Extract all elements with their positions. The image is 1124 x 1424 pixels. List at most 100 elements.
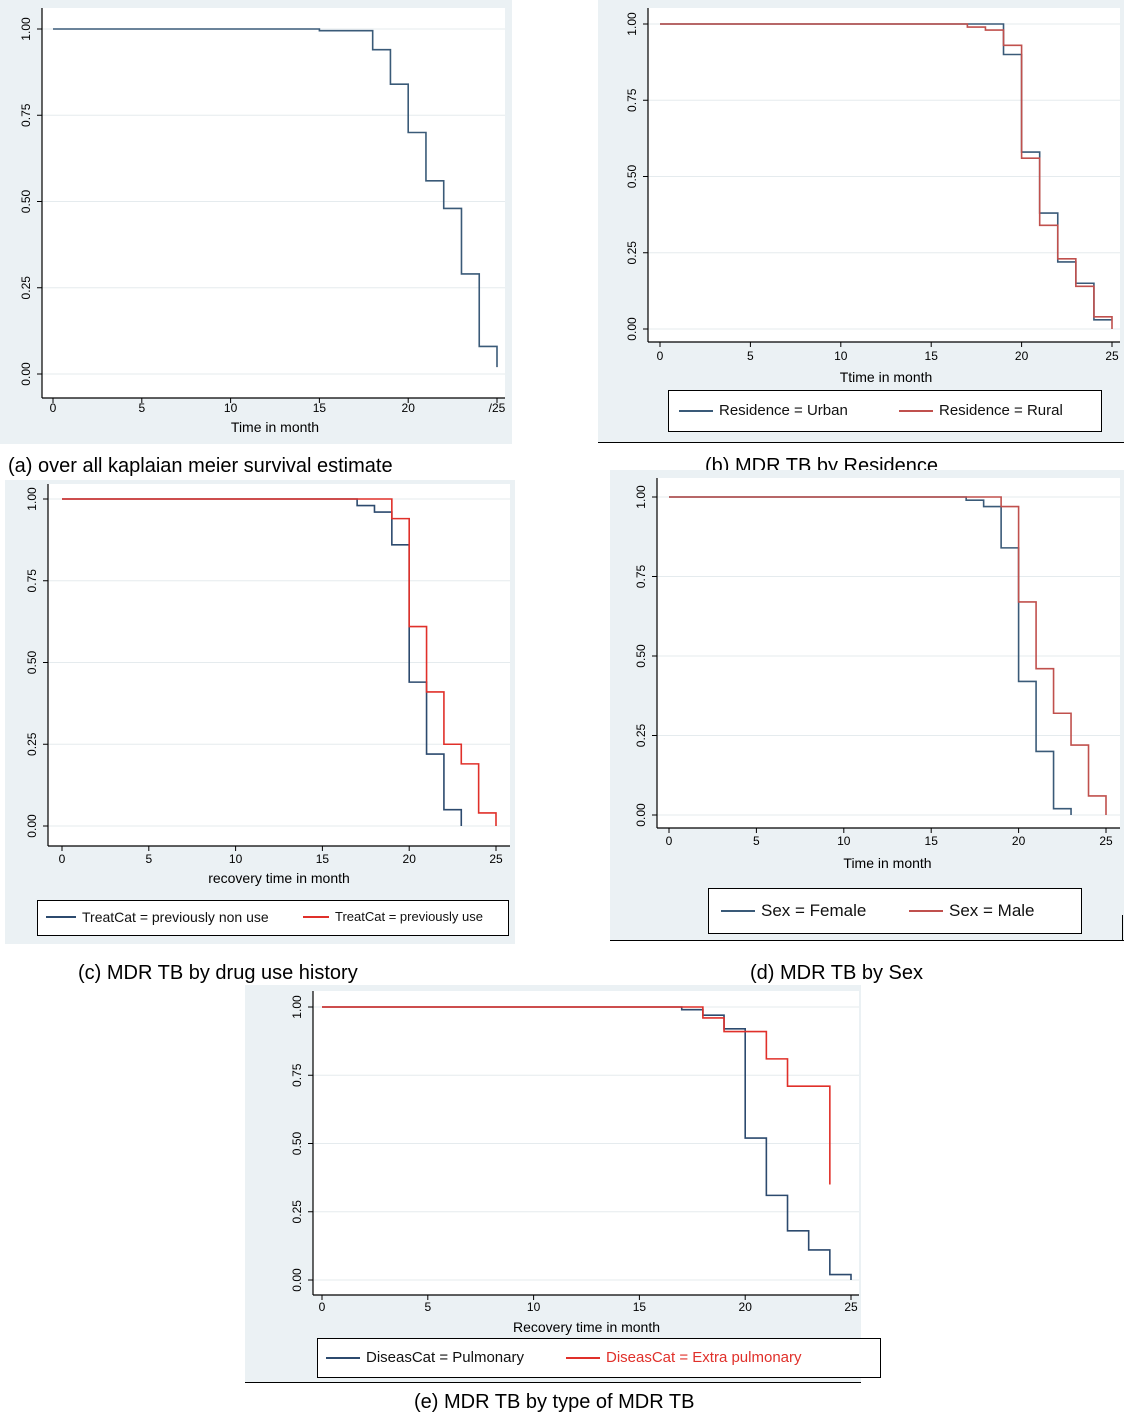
y-tick-label: 1.00	[25, 487, 39, 511]
y-tick-label: 0.75	[625, 88, 639, 112]
x-tick-label: 25	[1099, 834, 1113, 848]
x-tick-label: 10	[837, 834, 851, 848]
x-tick-label: 20	[739, 1300, 753, 1314]
x-tick-label: 15	[633, 1300, 647, 1314]
x-tick-label: /25	[489, 401, 506, 415]
chart-panel-e: 0.00 0.25 0.50 0.75 1.00 0 5 10 15 20 25 Recovery t…	[245, 985, 881, 1383]
chart-svg-a: 0.00 0.25 0.50 0.75 1.00 0 5 10 15 20/25 Time in m…	[19, 8, 506, 435]
x-tick-label: 5	[747, 349, 754, 363]
y-tick-label: 0.00	[19, 362, 33, 386]
y-tick-label: 0.25	[634, 723, 648, 747]
legend-swatch-d-2	[909, 910, 943, 912]
x-axis-title: Ttime in month	[840, 369, 933, 385]
legend-d: Sex = Female Sex = Male	[708, 888, 1082, 934]
y-tick-label: 0.75	[25, 569, 39, 593]
legend-item-c-2: TreatCat = previously use	[303, 909, 483, 924]
x-axis-title: Recovery time in month	[513, 1319, 660, 1335]
x-tick-label: 20	[403, 852, 417, 866]
km-curve-a-1	[53, 28, 498, 368]
legend-swatch-c-2	[303, 915, 329, 918]
y-tick-label: 1.00	[625, 12, 639, 36]
y-tick-label: 0.75	[634, 564, 648, 588]
x-tick-label: 15	[313, 401, 327, 415]
y-tick-label: 1.00	[19, 17, 33, 41]
legend-item-b-1: Residence = Urban	[679, 402, 848, 419]
legend-swatch-c-1	[46, 916, 76, 918]
divider-d	[610, 940, 1124, 941]
chart-svg-d: 0.00 0.25 0.50 0.75 1.00 0 5 10 15 20 25 Time in mo…	[634, 478, 1120, 871]
x-tick-label: 15	[925, 349, 939, 363]
y-tick-label: 0.25	[290, 1200, 304, 1224]
legend-label-b-1: Residence = Urban	[719, 402, 848, 419]
x-tick-label: 0	[666, 834, 673, 848]
x-tick-label: 25	[1105, 349, 1119, 363]
legend-item-d-1: Sex = Female	[721, 901, 866, 921]
chart-svg-c: 0.00 0.25 0.50 0.75 1.00 0 5 10 15 20 25 recovery t…	[25, 484, 510, 886]
y-tick-label: 0.50	[290, 1131, 304, 1155]
y-tick-label: 0.00	[625, 317, 639, 341]
x-tick-label: 10	[229, 852, 243, 866]
legend-c: TreatCat = previously non use TreatCat =…	[37, 900, 509, 936]
caption-c: (c) MDR TB by drug use history	[78, 962, 358, 984]
chart-panel-d: 0.00 0.25 0.50 0.75 1.00 0 5 10 15 20 25 Time in mo…	[610, 470, 1124, 940]
x-tick-label: 5	[138, 401, 145, 415]
x-axis-title: Time in month	[231, 419, 319, 435]
plot-area-b	[648, 8, 1120, 342]
x-tick-label: 10	[527, 1300, 541, 1314]
x-tick-label: 5	[753, 834, 760, 848]
x-tick-label: 15	[316, 852, 330, 866]
legend-item-c-1: TreatCat = previously non use	[46, 909, 269, 925]
caption-d: (d) MDR TB by Sex	[750, 962, 923, 984]
y-tick-label: 0.25	[19, 276, 33, 300]
chart-panel-b: 0.00 0.25 0.50 0.75 1.00 0 5 10 15 20 25 Ttime in m…	[598, 0, 1124, 442]
x-tick-label: 20	[1015, 349, 1029, 363]
legend-e: DiseasCat = Pulmonary DiseasCat = Extra …	[317, 1338, 881, 1378]
x-tick-label: 0	[50, 401, 57, 415]
divider-e	[245, 1382, 861, 1383]
x-tick-label: 0	[319, 1300, 326, 1314]
y-tick-label: 0.75	[19, 103, 33, 127]
legend-item-e-2: DiseasCat = Extra pulmonary	[566, 1349, 802, 1366]
x-tick-label: 0	[657, 349, 664, 363]
legend-b: Residence = Urban Residence = Rural	[668, 390, 1102, 432]
y-tick-label: 1.00	[290, 995, 304, 1019]
caption-e: (e) MDR TB by type of MDR TB	[414, 1391, 695, 1413]
chart-svg-e: 0.00 0.25 0.50 0.75 1.00 0 5 10 15 20 25 Recovery t…	[290, 991, 859, 1335]
x-tick-label: 25	[844, 1300, 858, 1314]
x-axis-title: Time in month	[843, 855, 931, 871]
legend-item-b-2: Residence = Rural	[899, 402, 1063, 419]
x-tick-label: 5	[424, 1300, 431, 1314]
legend-swatch-d-1	[721, 910, 755, 912]
x-axis-title: recovery time in month	[208, 870, 350, 886]
y-tick-label: 0.00	[290, 1268, 304, 1292]
caption-a: (a) over all kaplaian meier survival est…	[8, 455, 393, 477]
y-tick-label: 1.00	[634, 485, 648, 509]
legend-swatch-b-2	[899, 409, 933, 412]
plot-area-a	[42, 8, 505, 398]
x-tick-label: 10	[224, 401, 238, 415]
km-curve-d-2	[669, 496, 1107, 815]
x-tick-label: 10	[834, 349, 848, 363]
y-tick-label: 0.25	[625, 241, 639, 265]
plot-area-d	[657, 478, 1120, 828]
chart-panel-a: 0.00 0.25 0.50 0.75 1.00 0 5 10 15 20/25 Time in m…	[0, 0, 512, 444]
x-tick-label: 0	[59, 852, 66, 866]
legend-label-e-2: DiseasCat = Extra pulmonary	[606, 1349, 802, 1366]
x-tick-label: 20	[402, 401, 416, 415]
x-tick-label: 15	[925, 834, 939, 848]
y-tick-label: 0.50	[25, 650, 39, 674]
y-tick-label: 0.25	[25, 732, 39, 756]
divider-d-right	[1122, 915, 1123, 941]
legend-swatch-e-2	[566, 1356, 600, 1359]
legend-label-d-1: Sex = Female	[761, 901, 867, 920]
km-curve-b-2	[660, 23, 1113, 329]
legend-label-c-1: TreatCat = previously non use	[82, 909, 269, 925]
legend-swatch-b-1	[679, 409, 713, 412]
legend-swatch-e-1	[326, 1356, 360, 1359]
legend-label-e-1: DiseasCat = Pulmonary	[366, 1349, 524, 1366]
legend-label-d-2: Sex = Male	[949, 901, 1035, 920]
x-tick-label: 20	[1012, 834, 1026, 848]
chart-svg-b: 0.00 0.25 0.50 0.75 1.00 0 5 10 15 20 25 Ttime in m…	[625, 8, 1120, 385]
y-tick-label: 0.50	[634, 644, 648, 668]
y-tick-label: 0.00	[25, 814, 39, 838]
